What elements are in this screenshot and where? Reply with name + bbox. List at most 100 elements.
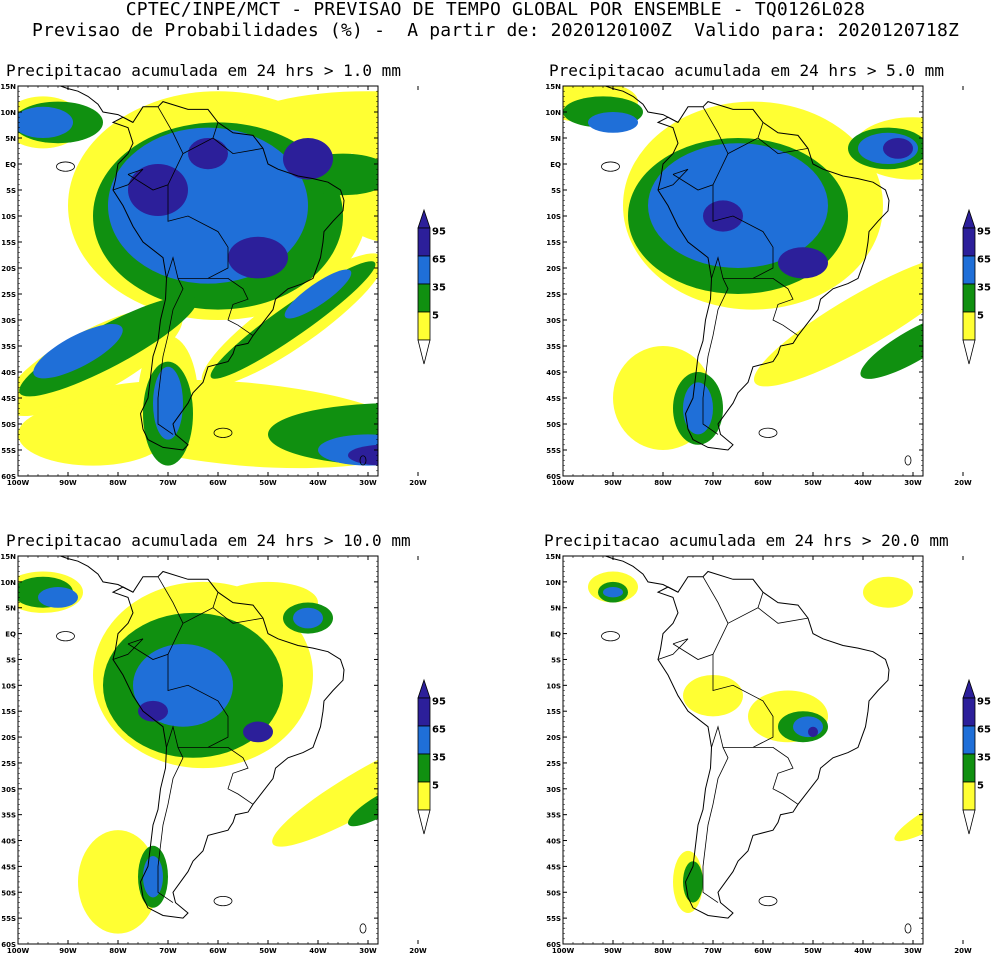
lon-label: 40W: [309, 947, 327, 955]
prob-area-p65: [683, 382, 713, 435]
island: [904, 455, 912, 466]
lat-label: EQ: [550, 161, 561, 169]
lat-label: 10N: [0, 109, 16, 117]
lat-label: 10S: [1, 682, 16, 690]
lat-label: 60S: [1, 473, 16, 481]
lat-label: 25S: [546, 291, 561, 299]
panel-title: Precipitacao acumulada em 24 hrs > 5.0 m…: [549, 61, 944, 80]
prob-area-p65: [588, 112, 638, 133]
country-border: [208, 747, 254, 805]
lon-label: 70W: [704, 947, 722, 955]
prob-area-p5: [863, 576, 913, 608]
coastline-central-america: [59, 556, 134, 593]
lat-label: 5N: [5, 605, 16, 613]
lat-label: 45S: [1, 395, 16, 403]
lat-label: 20S: [546, 734, 561, 742]
lat-label: 40S: [546, 369, 561, 377]
prob-area-p65: [153, 366, 183, 440]
lon-label: 20W: [954, 947, 972, 955]
country-border: [702, 278, 729, 435]
legend-colorbar: 95 65 35 5: [417, 678, 446, 835]
lat-label: 45S: [546, 395, 561, 403]
legend-label-65: 65: [977, 254, 991, 265]
lat-label: 30S: [546, 317, 561, 325]
prob-area-p65: [38, 587, 78, 608]
lat-label: 50S: [1, 421, 16, 429]
lat-label: 25S: [1, 291, 16, 299]
lat-label: 30S: [546, 786, 561, 794]
lat-label: 5N: [550, 605, 561, 613]
lon-label: 50W: [259, 479, 277, 487]
prob-area-p95: [283, 138, 333, 180]
lat-label: 40S: [546, 838, 561, 846]
prob-area-p5: [272, 730, 378, 847]
prob-area-p95: [128, 164, 188, 216]
country-border: [657, 168, 689, 191]
island: [359, 923, 367, 934]
lon-label: 100W: [552, 947, 575, 955]
legend-label-65: 65: [432, 254, 446, 265]
prob-area-p95: [243, 721, 273, 743]
island: [758, 896, 778, 907]
prob-area-p65: [18, 106, 73, 138]
island: [359, 455, 367, 466]
legend-label-65: 65: [432, 724, 446, 735]
prob-area-p95: [348, 444, 378, 466]
lon-label: 80W: [654, 947, 672, 955]
panel-title: Precipitacao acumulada em 24 hrs > 20.0 …: [544, 531, 949, 550]
island: [213, 896, 233, 907]
legend-label-35: 35: [432, 752, 446, 763]
lon-label: 30W: [359, 947, 377, 955]
country-border: [711, 654, 774, 748]
island: [924, 911, 933, 917]
country-border: [757, 137, 809, 155]
lat-label: 35S: [1, 812, 16, 820]
lon-label: 80W: [654, 479, 672, 487]
prob-area-p65: [284, 269, 352, 319]
country-border: [166, 184, 229, 279]
country-border: [212, 137, 264, 155]
legend-label-35: 35: [977, 752, 991, 763]
lat-label: 35S: [546, 343, 561, 351]
legend-label-95: 95: [977, 226, 991, 237]
lat-label: 55S: [546, 915, 561, 923]
legend-colorbar: 95 65 35 5: [962, 208, 991, 365]
legend-colorbar: 95 65 35 5: [962, 678, 991, 835]
lat-label: 55S: [1, 447, 16, 455]
coastline-central-america: [604, 86, 679, 123]
probability-field: [18, 556, 378, 934]
lon-label: 70W: [159, 947, 177, 955]
country-border: [711, 184, 774, 279]
lon-label: 20W: [409, 947, 427, 955]
lat-label: 50S: [546, 421, 561, 429]
header-title-line2: Previsao de Probabilidades (%) - A parti…: [31, 20, 960, 41]
lat-label: 15N: [0, 553, 16, 561]
lat-label: 40S: [1, 369, 16, 377]
lat-label: 10N: [545, 109, 561, 117]
lat-label: 5S: [551, 187, 561, 195]
lat-label: 15N: [545, 83, 561, 91]
country-border: [208, 278, 254, 336]
coastline-south-america: [111, 570, 345, 919]
lat-label: 5N: [5, 135, 16, 143]
lon-label: 40W: [309, 479, 327, 487]
legend-label-95: 95: [977, 696, 991, 707]
lat-label: 10S: [546, 213, 561, 221]
lat-label: 55S: [1, 915, 16, 923]
lat-label: 5S: [6, 656, 16, 664]
country-border: [702, 747, 729, 903]
legend-label-5: 5: [977, 780, 984, 791]
country-border: [672, 576, 729, 660]
lon-label: 20W: [954, 479, 972, 487]
legend-label-95: 95: [432, 226, 446, 237]
lon-label: 100W: [552, 479, 575, 487]
lat-label: 10S: [546, 682, 561, 690]
legend-label-5: 5: [432, 780, 439, 791]
lat-label: 5S: [6, 187, 16, 195]
island: [601, 161, 620, 172]
lon-label: 90W: [59, 479, 77, 487]
prob-area-p65: [293, 607, 323, 629]
coastline-south-america: [656, 570, 890, 919]
panel-title: Precipitacao acumulada em 24 hrs > 10.0 …: [6, 531, 411, 550]
lat-label: 35S: [546, 812, 561, 820]
